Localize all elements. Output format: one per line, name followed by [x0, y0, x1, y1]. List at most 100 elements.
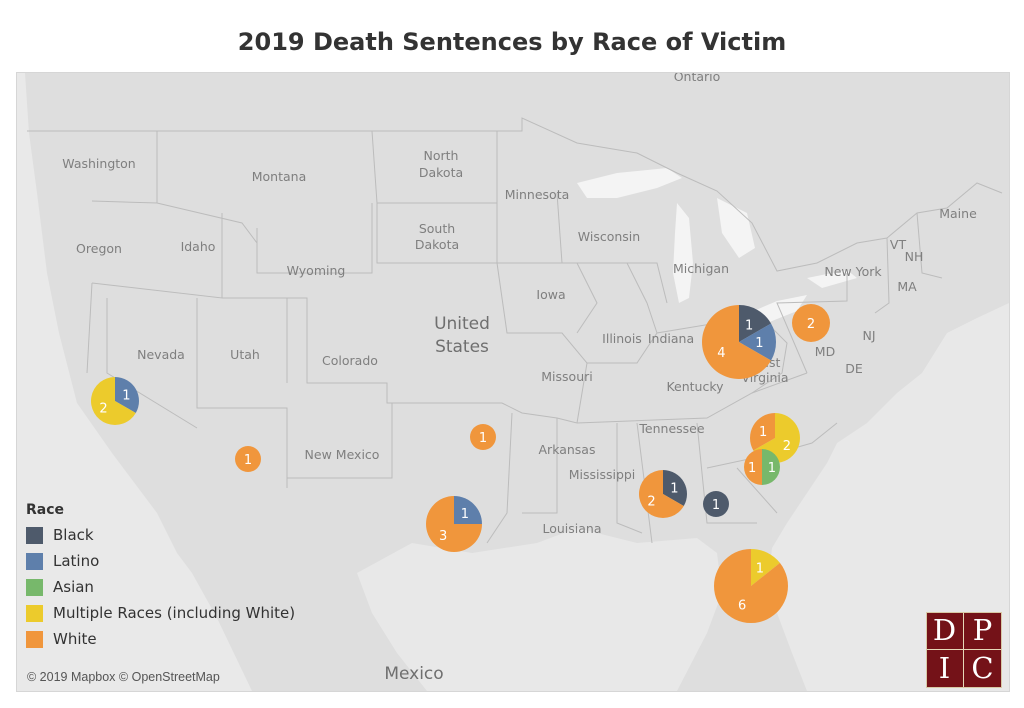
legend-label: Black: [53, 526, 94, 544]
map-label-idaho: Idaho: [181, 239, 216, 254]
pie-slice-label: 1: [759, 425, 767, 440]
logo-divider-horizontal: [927, 649, 1001, 650]
logo-letter-p: P: [972, 613, 993, 647]
pie-slice-white[interactable]: [426, 496, 482, 552]
map-label-ontario: Ontario: [674, 73, 721, 84]
pie-slice-label: 1: [745, 318, 753, 333]
pie-slice-label: 1: [712, 498, 720, 513]
pie-georgia[interactable]: 1: [703, 491, 729, 517]
gulf-of-mexico: [357, 528, 722, 691]
legend-swatch-black: [26, 526, 43, 544]
pie-florida[interactable]: 16: [713, 549, 788, 623]
legend-item-asian[interactable]: Asian: [26, 574, 295, 600]
map-label-minnesota: Minnesota: [505, 187, 570, 202]
dpic-logo: D P I C: [926, 612, 1002, 688]
pie-slice-label: 1: [244, 453, 252, 468]
pie-slice-latino[interactable]: [454, 496, 482, 524]
map-label-mississippi: Mississippi: [569, 467, 636, 482]
map-label-colorado: Colorado: [322, 353, 378, 368]
legend-item-white[interactable]: White: [26, 626, 295, 652]
map-label-arkansas: Arkansas: [539, 442, 596, 457]
pie-california[interactable]: 12: [91, 377, 139, 425]
pie-slice-latino[interactable]: [739, 323, 777, 361]
map-label-new-mexico: New Mexico: [305, 447, 380, 462]
pie-alabama[interactable]: 12: [639, 470, 687, 519]
pie-slice-white[interactable]: [235, 446, 261, 472]
legend: Race Black Latino Asian Multiple Races (…: [26, 502, 295, 652]
map-label-indiana: Indiana: [648, 331, 694, 346]
pie-slice-black[interactable]: [663, 470, 687, 506]
pie-slice-label: 3: [439, 529, 447, 544]
map-label-washington: Washington: [62, 156, 135, 171]
map-label-north-dakota-2: Dakota: [419, 165, 463, 180]
map-label-new-jersey: NJ: [862, 328, 875, 343]
map-label-missouri: Missouri: [541, 369, 592, 384]
map-label-wisconsin: Wisconsin: [578, 229, 640, 244]
pie-slice-label: 1: [755, 336, 763, 351]
pie-pennsylvania[interactable]: 2: [792, 304, 830, 342]
pie-south-carolina[interactable]: 11: [744, 449, 780, 485]
map-label-massachusetts: MA: [897, 279, 917, 294]
map-label-illinois: Illinois: [602, 331, 642, 346]
legend-item-latino[interactable]: Latino: [26, 548, 295, 574]
pie-slice-label: 1: [479, 431, 487, 446]
pie-ohio[interactable]: 11 4: [702, 305, 777, 379]
pie-slice-label: 2: [99, 402, 107, 417]
pie-slice-multiple[interactable]: [91, 377, 136, 425]
pie-slice-black[interactable]: [739, 305, 772, 342]
map-label-new-york: New York: [824, 264, 882, 279]
map-attribution[interactable]: © 2019 Mapbox © OpenStreetMap: [27, 670, 220, 684]
pie-oklahoma[interactable]: 1: [470, 424, 496, 450]
chart-title: 2019 Death Sentences by Race of Victim: [237, 28, 787, 56]
map-label-michigan: Michigan: [673, 261, 729, 276]
map-label-maine: Maine: [939, 206, 977, 221]
place-labels: Ontario Washington Montana North Dakota Minne…: [62, 73, 977, 684]
pie-slice-white[interactable]: [470, 424, 496, 450]
pie-slice-label: 2: [647, 495, 655, 510]
map-label-tennessee: Tennessee: [638, 421, 704, 436]
pie-slice-label: 1: [122, 388, 130, 403]
pie-slice-label: 1: [748, 461, 756, 476]
legend-item-multiple-races[interactable]: Multiple Races (including White): [26, 600, 295, 626]
pie-slice-multiple[interactable]: [751, 549, 780, 586]
atlantic-ocean: [769, 303, 1009, 691]
legend-swatch-white: [26, 630, 43, 648]
legend-swatch-latino: [26, 552, 43, 570]
map-label-new-hampshire: NH: [905, 249, 924, 264]
lake-huron: [717, 198, 755, 258]
state-borders: [27, 117, 1003, 544]
pie-arizona[interactable]: 1: [235, 446, 261, 472]
legend-item-black[interactable]: Black: [26, 522, 295, 548]
pie-slice-white[interactable]: [750, 413, 775, 451]
map-label-maryland: MD: [815, 344, 835, 359]
pie-texas[interactable]: 13: [426, 496, 482, 552]
pie-slice-white[interactable]: [702, 305, 772, 379]
pie-slice-latino[interactable]: [115, 377, 139, 413]
pie-slice-label: 4: [717, 346, 725, 361]
legend-label: White: [53, 630, 97, 648]
map-label-wyoming: Wyoming: [287, 263, 346, 278]
pie-slice-white[interactable]: [792, 304, 830, 342]
legend-swatch-multiple-races: [26, 604, 43, 622]
map-label-utah: Utah: [230, 347, 260, 362]
map-label-vermont: VT: [890, 237, 907, 252]
logo-letter-c: C: [971, 651, 994, 685]
pie-slice-asian[interactable]: [762, 449, 780, 485]
pie-slice-white[interactable]: [713, 549, 788, 623]
map-label-louisiana: Louisiana: [542, 521, 601, 536]
map-view[interactable]: Ontario Washington Montana North Dakota Minne…: [16, 72, 1010, 692]
pie-slice-label: 1: [756, 562, 764, 577]
pie-slice-black[interactable]: [703, 491, 729, 517]
map-label-united-2: States: [435, 337, 489, 357]
pie-slice-white[interactable]: [744, 449, 762, 485]
map-label-united-1: United: [434, 314, 490, 334]
legend-title: Race: [26, 502, 65, 518]
pie-slice-white[interactable]: [639, 470, 684, 519]
pie-slice-label: 6: [738, 598, 746, 613]
map-label-montana: Montana: [252, 169, 307, 184]
pie-slice-label: 1: [670, 481, 678, 496]
map-canvas[interactable]: Ontario Washington Montana North Dakota Minne…: [17, 73, 1009, 691]
map-label-mexico: Mexico: [384, 664, 443, 684]
pie-slice-label: 1: [768, 461, 776, 476]
